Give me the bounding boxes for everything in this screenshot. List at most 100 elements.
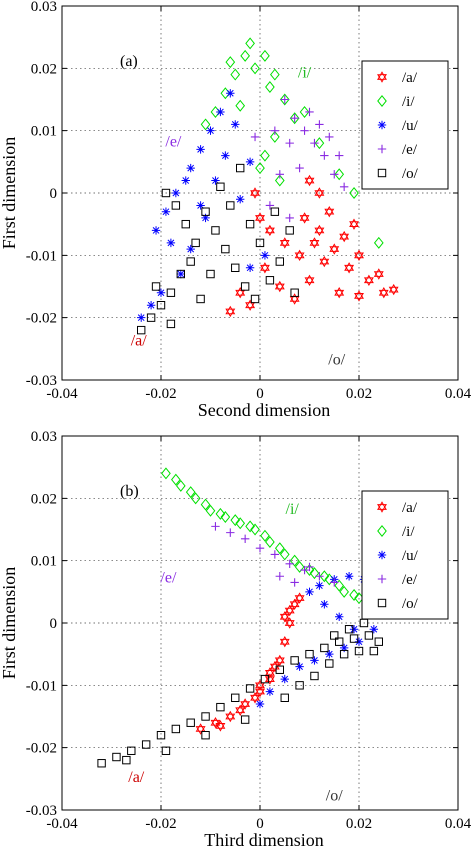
legend-entry: /i/ — [377, 524, 415, 540]
data-point — [330, 578, 339, 587]
data-point — [335, 637, 344, 646]
y-tick-label: 0.01 — [31, 124, 57, 140]
data-point — [319, 570, 330, 583]
data-point — [330, 170, 339, 179]
legend-entry: /a/ — [377, 500, 418, 516]
data-point — [240, 282, 250, 291]
data-point — [146, 301, 156, 310]
data-point — [315, 572, 324, 581]
vowel-annotation: /e/ — [160, 569, 177, 586]
data-point — [339, 585, 349, 598]
legend-entry: /u/ — [377, 548, 419, 564]
data-point — [270, 126, 280, 135]
data-point — [236, 163, 245, 173]
data-point — [250, 692, 260, 704]
data-point — [161, 467, 171, 480]
data-point — [339, 649, 349, 659]
series-u — [137, 89, 270, 322]
y-tick-label: 0 — [50, 616, 58, 632]
y-tick-label: 0.03 — [31, 429, 57, 445]
data-point — [299, 105, 310, 118]
data-point — [339, 643, 349, 653]
data-point — [265, 535, 275, 548]
legend-marker — [377, 598, 387, 608]
data-point — [284, 617, 295, 629]
data-point — [280, 674, 289, 684]
data-point — [265, 687, 275, 696]
data-point — [378, 286, 389, 299]
data-point — [240, 698, 251, 710]
data-point — [216, 702, 225, 712]
data-point — [221, 244, 230, 254]
data-point — [314, 187, 325, 199]
data-point — [279, 548, 290, 561]
data-point — [260, 149, 270, 162]
data-point — [325, 649, 334, 659]
data-point — [225, 710, 236, 723]
y-tick-label: -0.03 — [26, 803, 57, 819]
data-point — [166, 319, 176, 329]
data-point — [339, 182, 349, 191]
data-point — [290, 288, 299, 297]
data-point — [245, 219, 255, 229]
data-point — [255, 544, 265, 553]
data-point — [354, 249, 364, 261]
data-point — [201, 731, 210, 740]
data-point — [334, 168, 345, 181]
data-point — [289, 554, 300, 567]
data-point — [112, 752, 121, 762]
legend-label: /u/ — [402, 118, 419, 134]
data-point — [141, 740, 151, 749]
y-tick-label: -0.02 — [26, 741, 57, 757]
data-point — [319, 255, 330, 268]
data-point — [196, 294, 205, 304]
data-point — [137, 313, 146, 322]
data-point — [299, 212, 310, 224]
data-point — [97, 759, 106, 768]
data-point — [325, 659, 334, 668]
data-point — [344, 572, 354, 581]
data-point — [349, 634, 359, 643]
vowel-annotation: /o/ — [326, 788, 343, 805]
data-point — [279, 93, 290, 106]
y-tick-label: 0.01 — [31, 554, 57, 570]
legend-box — [361, 60, 449, 190]
y-tick-label: 0.03 — [31, 0, 57, 15]
legend-label: /e/ — [402, 572, 418, 588]
data-point — [315, 120, 324, 129]
data-point — [314, 137, 325, 150]
data-point — [310, 656, 319, 665]
legend: /a/ /i/ /u/ /e/ /o/ — [361, 490, 449, 620]
data-point — [190, 492, 201, 505]
axes-frame — [61, 5, 459, 381]
legend-label: /o/ — [402, 166, 419, 182]
data-point — [250, 187, 260, 199]
data-point — [235, 287, 246, 299]
y-tick-label: 0.02 — [31, 491, 57, 507]
data-point — [320, 151, 329, 160]
legend-label: /a/ — [402, 70, 418, 86]
data-point — [373, 268, 384, 280]
data-point — [304, 564, 315, 577]
data-point — [171, 473, 181, 486]
data-point — [122, 755, 131, 765]
data-point — [215, 507, 226, 520]
data-point — [305, 107, 314, 117]
legend-entry: /a/ — [377, 70, 418, 86]
x-tick-label: 0 — [256, 816, 264, 832]
data-point — [265, 276, 275, 285]
data-point — [270, 550, 280, 559]
data-point — [250, 294, 260, 304]
data-point — [235, 99, 246, 112]
data-point — [373, 236, 384, 249]
series-a — [225, 174, 399, 318]
data-point — [279, 611, 290, 623]
data-point — [334, 287, 345, 299]
data-point — [240, 715, 250, 724]
data-point — [260, 251, 270, 260]
legend-entry: /u/ — [377, 118, 419, 134]
data-point — [270, 130, 280, 143]
data-point — [264, 667, 275, 679]
data-point — [226, 89, 235, 98]
data-point — [185, 486, 196, 499]
